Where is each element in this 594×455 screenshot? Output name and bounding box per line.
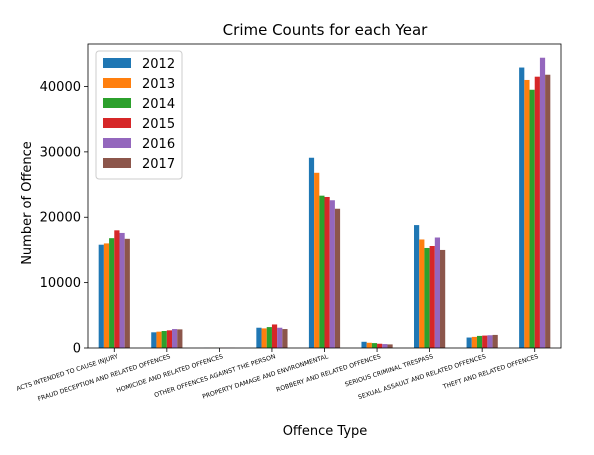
bar-2013-1 [156,331,162,348]
legend-swatch-2016 [103,138,131,148]
bar-2013-8 [524,79,530,349]
bar-2015-7 [482,335,488,348]
bar-2017-7 [492,334,498,348]
y-tick-label: 20000 [40,211,81,226]
bar-2016-0 [119,232,125,348]
bar-2017-6 [440,249,446,348]
bar-2015-6 [429,246,435,348]
y-tick-label: 30000 [40,145,81,160]
legend-swatch-2017 [103,158,131,168]
bar-2017-1 [177,329,183,348]
bar-2014-0 [109,238,115,348]
bar-2016-4 [329,200,335,348]
bar-2012-3 [256,327,262,348]
bar-2013-5 [366,342,372,348]
bar-2017-8 [545,74,551,348]
y-tick-label: 40000 [40,80,81,95]
bar-2016-8 [539,57,546,348]
bar-2014-4 [319,195,325,348]
bar-2017-0 [124,238,130,348]
y-tick-label: 10000 [40,276,81,291]
x-tick-label: THEFT AND RELATED OFFENCES [441,353,539,391]
bar-2012-5 [361,341,367,348]
legend-swatch-2014 [103,98,131,108]
bar-2015-3 [271,324,278,348]
bar-2014-5 [371,343,378,348]
bar-2016-3 [277,327,283,348]
y-tick-label: 0 [73,342,81,357]
bar-2016-7 [487,335,493,348]
chart-title: Crime Counts for each Year [223,21,428,39]
bar-2016-1 [172,329,178,348]
x-axis-label: Offence Type [283,424,368,439]
bar-2014-7 [476,335,483,348]
legend-label-2014: 2014 [142,97,175,112]
bar-2014-8 [529,89,535,348]
bar-2017-4 [334,208,341,348]
legend-swatch-2012 [103,58,131,68]
bar-2013-3 [261,328,267,348]
bar-2012-7 [466,337,472,348]
bar-2015-1 [166,330,173,348]
bar-2013-7 [471,336,477,348]
bar-2015-5 [377,343,383,348]
legend-label-2017: 2017 [142,157,175,172]
x-tick-label: SERIOUS CRIMINAL TRESPASS [344,353,434,388]
bar-2015-4 [324,196,330,348]
y-axis-label: Number of Offence [20,141,35,265]
bar-2016-5 [382,344,388,348]
bar-2013-0 [103,243,110,348]
bar-2012-8 [519,67,525,348]
bar-2017-5 [387,344,393,348]
bar-2016-6 [434,237,441,348]
bar-2013-6 [419,239,425,348]
bar-2015-0 [114,230,120,348]
legend-label-2013: 2013 [142,77,175,92]
bar-2012-6 [414,225,420,348]
legend-swatch-2015 [103,118,131,128]
bar-2012-1 [151,332,157,348]
legend-label-2016: 2016 [142,137,175,152]
bar-2017-3 [282,329,288,348]
bar-2014-3 [266,327,272,348]
bar-2014-6 [424,247,430,348]
bar-2012-4 [308,157,315,348]
legend-label-2012: 2012 [142,57,175,72]
bar-2015-8 [534,76,540,348]
bars-layer [98,57,551,349]
legend-label-2015: 2015 [142,117,175,132]
legend-swatch-2013 [103,78,131,88]
bar-2012-0 [98,244,104,348]
bar-2013-4 [314,172,320,348]
legend: 2012 2013 2014 2015 2016 2017 [95,50,183,180]
bar-2014-1 [161,331,167,348]
